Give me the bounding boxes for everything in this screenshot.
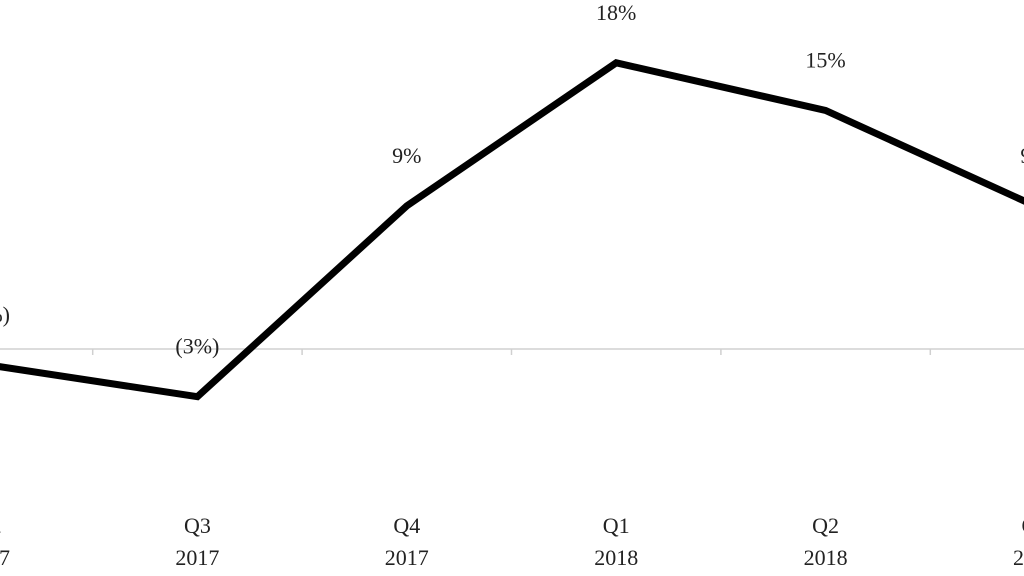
line	[0, 59, 1024, 401]
x-tick-label: Q3	[184, 513, 211, 538]
data-label: 15%	[805, 48, 845, 73]
x-tick-label: Q2	[812, 513, 839, 538]
x-tick-label: Q4	[393, 513, 420, 538]
x-tick-label: 2018	[1013, 545, 1024, 570]
x-tick-label: 2017	[0, 545, 10, 570]
x-tick-label: Q3	[1022, 513, 1024, 538]
x-tick-label: 2018	[594, 545, 638, 570]
data-label: 18%	[596, 0, 636, 25]
x-tick-label: 2017	[175, 545, 219, 570]
x-tick-label: Q2	[0, 513, 1, 538]
x-tick-label: 2017	[385, 545, 429, 570]
data-label: (3%)	[175, 334, 219, 359]
data-label: 9%	[392, 143, 421, 168]
data-label: 9%	[1020, 143, 1024, 168]
x-tick-label: Q1	[603, 513, 630, 538]
data-label: (1%)	[0, 302, 10, 327]
x-tick-label: 2018	[804, 545, 848, 570]
